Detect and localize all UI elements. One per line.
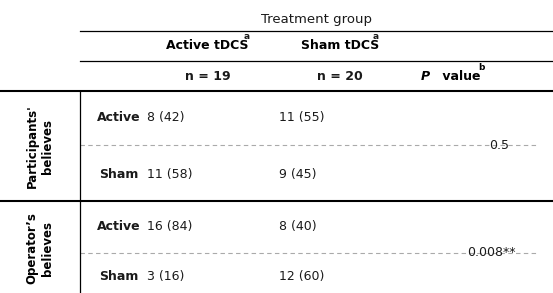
Text: a: a: [372, 33, 378, 41]
Text: Treatment group: Treatment group: [261, 13, 372, 26]
Text: P: P: [420, 69, 430, 83]
Text: Active tDCS: Active tDCS: [166, 39, 249, 52]
Text: value: value: [438, 69, 481, 83]
Text: 0.008**: 0.008**: [467, 246, 516, 259]
Text: Active: Active: [97, 220, 140, 233]
Text: 16 (84): 16 (84): [147, 220, 192, 233]
Text: 11 (55): 11 (55): [279, 111, 325, 124]
Text: a: a: [243, 33, 249, 41]
Text: 8 (42): 8 (42): [147, 111, 184, 124]
Text: 0.5: 0.5: [489, 139, 509, 151]
Text: n = 20: n = 20: [317, 69, 363, 83]
Text: 3 (16): 3 (16): [147, 270, 184, 283]
Text: Active: Active: [97, 111, 140, 124]
Text: Participants'
believes: Participants' believes: [26, 104, 54, 188]
Text: 9 (45): 9 (45): [279, 168, 317, 181]
Text: Sham: Sham: [99, 168, 139, 181]
Text: Sham tDCS: Sham tDCS: [301, 39, 379, 52]
Text: Sham: Sham: [99, 270, 139, 283]
Text: b: b: [478, 63, 485, 72]
Text: 12 (60): 12 (60): [279, 270, 325, 283]
Text: Operator’s
believes: Operator’s believes: [26, 212, 54, 284]
Text: n = 19: n = 19: [185, 69, 230, 83]
Text: 11 (58): 11 (58): [147, 168, 192, 181]
Text: 8 (40): 8 (40): [279, 220, 317, 233]
